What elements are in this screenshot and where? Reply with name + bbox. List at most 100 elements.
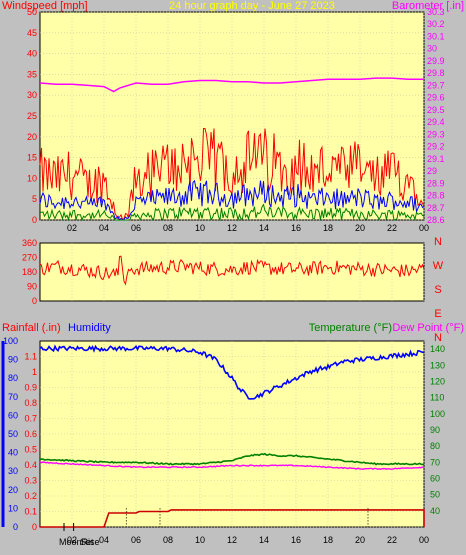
direction-tick-label: 180 [22,267,37,277]
humidity-tick-label: 50 [8,429,18,439]
rainfall-tick-label: 0.9 [24,383,37,393]
windspeed-tick-label: 15 [27,153,37,163]
x-tick-label: 12 [227,535,237,545]
temperature-tick-label: 110 [430,393,444,403]
barometer-axis-label: Barometer [.in] [392,0,464,12]
windspeed-tick-label: 10 [27,173,37,183]
humidity-line [39,344,425,400]
rainfall-tick-label: 0.6 [24,429,37,439]
barometer-tick-label: 29.5 [427,105,445,115]
barometer-line [39,77,424,93]
humidity-axis-label: Humidity [68,322,111,334]
rainfall-tick-label: 1.1 [24,352,37,362]
moonrise-label: MoonRise [59,537,100,547]
temperature-tick-label: 90 [430,425,440,435]
temperature-tick-label: 60 [430,473,440,483]
barometer-tick-label: 28.9 [427,178,445,188]
x-tick-label: 16 [291,223,301,233]
windspeed-tick-label: 5 [32,194,37,204]
compass-letter: E [434,308,441,320]
wind-direction-line [39,255,425,286]
temperature-tick-label: 130 [430,360,445,370]
x-tick-label: 16 [291,535,301,545]
x-tick-label: 10 [195,535,205,545]
windspeed-tick-label: 40 [27,49,37,59]
x-tick-label: 08 [163,535,173,545]
compass-letter: W [433,260,444,272]
compass-letter: N [434,236,442,248]
dewpoint-line [39,461,424,471]
barometer-tick-label: 28.6 [427,215,445,225]
windspeed-tick-label: 30 [27,90,37,100]
barometer-tick-label: 28.8 [427,191,445,201]
windspeed-tick-label: 0 [32,215,37,225]
x-tick-label: 12 [227,223,237,233]
moonset-label: Set [80,537,94,547]
temperature-tick-label: 140 [430,344,445,354]
x-tick-label: 14 [259,223,269,233]
dewpoint-axis-label: Dew Point (°F) [392,322,464,334]
graph-title: 24 hour graph day - June 27 2023 [169,0,335,12]
barometer-tick-label: 30.1 [427,31,445,41]
direction-tick-label: 270 [22,253,37,263]
barometer-tick-label: 29.2 [427,142,445,152]
compass-letter: N [434,332,442,344]
temperature-tick-label: 40 [430,506,440,516]
barometer-tick-label: 29.6 [427,93,445,103]
rainfall-tick-label: 0.8 [24,398,37,408]
humidity-tick-label: 90 [8,355,18,365]
compass-letter: S [434,284,441,296]
x-tick-label: 00 [419,223,429,233]
barometer-tick-label: 29.3 [427,129,445,139]
windspeed-tick-label: 35 [27,69,37,79]
rainfall-tick-label: 0.7 [24,414,37,424]
x-tick-label: 04 [99,535,109,545]
rainfall-tick-label: 0.5 [24,445,37,455]
rainfall-line [40,509,425,528]
humidity-tick-label: 30 [8,466,18,476]
rainfall-tick-label: 0 [32,522,37,532]
barometer-tick-label: 30 [427,44,437,54]
windspeed-low-line [39,203,425,222]
x-tick-label: 02 [67,535,77,545]
rainfall-tick-label: 0.1 [24,507,37,517]
x-tick-label: 20 [355,535,365,545]
windspeed-tick-label: 45 [27,28,37,38]
windspeed-tick-label: 20 [27,132,37,142]
direction-tick-label: 0 [32,296,37,306]
windspeed-average-line [39,179,425,221]
x-tick-label: 18 [323,223,333,233]
x-tick-label: 02 [67,223,77,233]
barometer-tick-label: 29 [427,166,437,176]
rainfall-tick-label: 0.3 [24,476,37,486]
x-tick-label: 10 [195,223,205,233]
windspeed-tick-label: 50 [27,7,37,17]
barometer-tick-label: 29.8 [427,68,445,78]
rainfall-axis-label: Rainfall (.in) [2,322,61,334]
barometer-tick-label: 29.4 [427,117,445,127]
humidity-tick-label: 70 [8,392,18,402]
x-tick-label: 08 [163,223,173,233]
barometer-tick-label: 29.7 [427,80,445,90]
direction-tick-label: 90 [27,282,37,292]
rainfall-tick-label: 1 [32,367,37,377]
windspeed-axis-label: Windspeed [mph] [2,0,88,12]
humidity-tick-label: 40 [8,448,18,458]
rainfall-tick-label: 0.4 [24,460,37,470]
temperature-tick-label: 70 [430,457,440,467]
temperature-line [39,452,425,466]
windspeed-tick-label: 25 [27,111,37,121]
x-tick-label: 14 [259,535,269,545]
temperature-tick-label: 50 [430,490,440,500]
temperature-tick-label: 100 [430,409,445,419]
x-tick-label: 18 [323,535,333,545]
x-tick-label: 22 [387,535,397,545]
barometer-tick-label: 30.3 [427,7,445,17]
humidity-tick-label: 80 [8,373,18,383]
temperature-tick-label: 80 [430,441,440,451]
direction-tick-label: 360 [22,238,37,248]
x-tick-label: 04 [99,223,109,233]
x-tick-label: 00 [419,535,429,545]
